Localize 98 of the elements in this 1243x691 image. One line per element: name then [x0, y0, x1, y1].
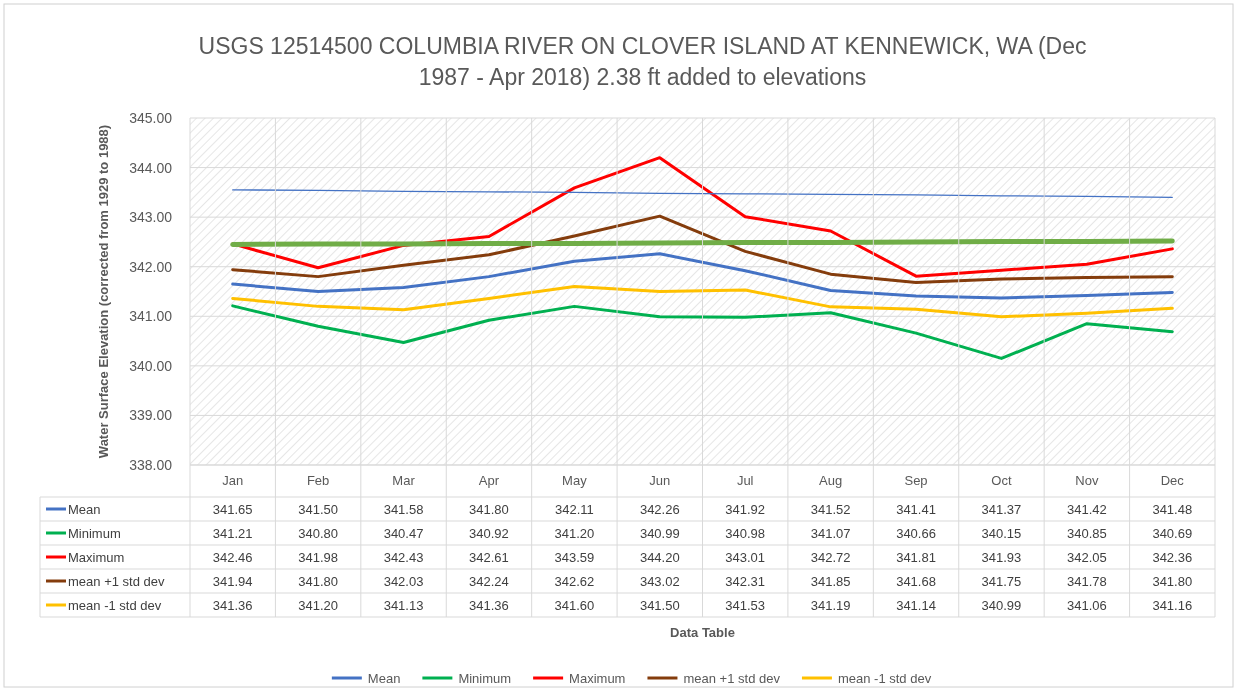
- data-label: 341.36: [212, 598, 253, 613]
- data-label: 342.05: [1066, 550, 1107, 565]
- y-tick-label: 342.00: [129, 258, 173, 275]
- data-label: 343.01: [725, 550, 766, 565]
- text: mean +1 std dev: [683, 671, 780, 686]
- data-label: 341.36: [469, 598, 509, 613]
- data-label: 343.59: [554, 550, 595, 565]
- data-label: 340.92: [469, 526, 509, 541]
- data-label: 341.60: [554, 598, 595, 613]
- x-tick-label: Oct: [991, 473, 1012, 488]
- data-label: 342.24: [469, 574, 509, 589]
- data-label: 342.43: [383, 550, 424, 565]
- data-label: 342.62: [554, 574, 595, 589]
- data-label: 341.42: [1066, 502, 1107, 517]
- data-label: 341.94: [212, 574, 253, 589]
- x-tick-label: Jul: [736, 473, 754, 488]
- x-tick-label: Apr: [478, 473, 500, 488]
- data-label: 341.78: [1066, 574, 1107, 589]
- data-label: 341.75: [981, 574, 1022, 589]
- data-label: 340.47: [383, 526, 424, 541]
- data-label: 341.50: [639, 598, 680, 613]
- data-label: 341.16: [1152, 598, 1193, 613]
- y-tick-label: 339.00: [129, 407, 173, 424]
- legend-label: Mean: [68, 502, 101, 517]
- x-tick-label: Nov: [1075, 473, 1099, 488]
- data-label: 341.20: [298, 598, 339, 613]
- data-label: 342.46: [212, 550, 253, 565]
- text: Minimum: [458, 671, 512, 686]
- data-label: 341.81: [896, 550, 936, 565]
- text: Maximum: [569, 671, 626, 686]
- data-label: 340.98: [725, 526, 766, 541]
- data-label: 341.37: [981, 502, 1022, 517]
- data-label: 341.93: [981, 550, 1022, 565]
- legend-label: Minimum: [68, 526, 121, 541]
- data-label: 340.80: [298, 526, 339, 541]
- line-series: [232, 189, 1173, 198]
- data-label: 341.58: [383, 502, 424, 517]
- data-label: 341.21: [212, 526, 253, 541]
- data-label: 342.31: [725, 574, 766, 589]
- data-label: 341.98: [298, 550, 339, 565]
- data-label: 341.68: [896, 574, 936, 589]
- data-label: 341.14: [896, 598, 936, 613]
- data-label: 341.50: [298, 502, 339, 517]
- data-label: 340.99: [981, 598, 1022, 613]
- data-label: 341.80: [1152, 574, 1193, 589]
- data-label: 341.80: [298, 574, 339, 589]
- x-tick-label: Mar: [392, 473, 416, 488]
- text: Data Table: [670, 625, 735, 640]
- x-tick-label: May: [562, 473, 588, 488]
- data-label: 342.26: [639, 502, 680, 517]
- y-tick-label: 344.00: [129, 159, 173, 176]
- text: mean -1 std dev: [837, 671, 932, 686]
- data-label: 341.07: [810, 526, 851, 541]
- data-label: 340.66: [896, 526, 936, 541]
- x-tick-label: Jan: [222, 473, 244, 488]
- x-tick-label: Sep: [904, 473, 928, 488]
- legend-label: mean -1 std dev: [68, 598, 162, 613]
- data-label: 341.20: [554, 526, 595, 541]
- data-label: 344.20: [639, 550, 680, 565]
- y-tick-label: 341.00: [129, 308, 173, 325]
- line-series: [231, 304, 1174, 360]
- data-label: 341.53: [725, 598, 766, 613]
- data-label: 341.65: [212, 502, 253, 517]
- y-tick-label: 345.00: [129, 109, 173, 126]
- chart-title: USGS 12514500 COLUMBIA RIVER ON CLOVER ISLAND AT KENNEWICK, WA (Dec 1987 - Apr 2018) 2.38 ft added to elevations: [198, 33, 1087, 90]
- data-label: 341.13: [383, 598, 424, 613]
- data-label: 341.06: [1066, 598, 1107, 613]
- y-tick-label: 340.00: [129, 357, 173, 374]
- x-tick-label: Jun: [649, 473, 671, 488]
- data-label: 340.15: [981, 526, 1022, 541]
- line-series: [231, 285, 1174, 319]
- y-axis-title: Water Surface Elevation (corrected from 1929 to 1988): [96, 124, 111, 459]
- legend-label: mean +1 std dev: [68, 574, 165, 589]
- data-label: 341.85: [810, 574, 851, 589]
- data-label: 342.03: [383, 574, 424, 589]
- data-label: 341.92: [725, 502, 766, 517]
- x-tick-label: Feb: [306, 473, 330, 488]
- data-label: 342.61: [469, 550, 509, 565]
- x-tick-label: Aug: [819, 473, 843, 488]
- data-label: 342.72: [810, 550, 851, 565]
- data-label: 340.85: [1066, 526, 1107, 541]
- line-series: [231, 252, 1174, 300]
- data-label: 341.48: [1152, 502, 1193, 517]
- y-tick-label: 343.00: [129, 209, 173, 226]
- data-label: 343.02: [639, 574, 680, 589]
- data-label: 340.99: [639, 526, 680, 541]
- data-label: 341.52: [810, 502, 851, 517]
- text: Mean: [367, 671, 401, 686]
- data-label: 341.41: [896, 502, 936, 517]
- y-tick-label: 338.00: [129, 456, 173, 473]
- data-label: 341.19: [810, 598, 851, 613]
- data-label: 342.11: [554, 502, 594, 517]
- data-label: 341.80: [469, 502, 509, 517]
- legend-label: Maximum: [68, 550, 125, 565]
- line-series: [231, 214, 1174, 285]
- x-tick-label: Dec: [1160, 473, 1185, 488]
- data-label: 340.69: [1152, 526, 1193, 541]
- data-label: 342.36: [1152, 550, 1193, 565]
